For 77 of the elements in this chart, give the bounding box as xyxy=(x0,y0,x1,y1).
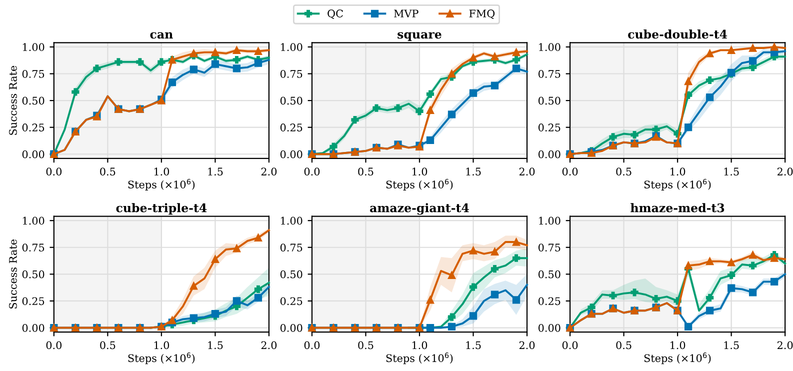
chart-title: cube-double-t4 xyxy=(628,30,728,39)
x-tick-label: 0.0 xyxy=(562,168,578,176)
x-tick-label: 1.5 xyxy=(724,341,739,350)
x-tick-label: 0.5 xyxy=(616,341,632,350)
x-tick-label: 1.5 xyxy=(208,341,223,350)
chart-title: square xyxy=(398,32,442,41)
x-tick-label: 1.0 xyxy=(412,341,428,350)
y-tick-label: 0.00 xyxy=(22,324,44,332)
x-tick-label: 0.5 xyxy=(358,341,374,350)
x-tick-label: 2.0 xyxy=(777,341,793,350)
x-axis-title: Steps (×10$^{6}$) xyxy=(128,178,195,190)
y-tick-label: 0.25 xyxy=(22,124,44,132)
y-tick-label: 1.00 xyxy=(281,43,302,52)
y-tick-label: 1.00 xyxy=(539,216,560,225)
x-tick-label: 0.5 xyxy=(616,168,632,176)
legend-label: QC xyxy=(328,10,343,19)
chart-title: can xyxy=(150,32,173,39)
y-tick-label: 0.50 xyxy=(22,96,44,105)
chart-title: cube-triple-t4 xyxy=(116,203,207,215)
legend-label: FMQ xyxy=(469,10,495,19)
x-tick-label: 2.0 xyxy=(519,168,535,176)
x-tick-label: 1.5 xyxy=(466,341,481,350)
x-tick-label: 2.0 xyxy=(519,341,535,350)
y-tick-label: 0.00 xyxy=(538,324,560,332)
chart-title: amaze-giant-t4 xyxy=(370,203,469,215)
x-tick-label: 0.0 xyxy=(304,341,320,350)
x-axis-title: Steps (×10$^{6}$) xyxy=(644,178,711,190)
y-tick-label: 0.25 xyxy=(538,297,560,306)
x-tick-label: 1.0 xyxy=(412,168,428,176)
y-tick-label: 0.25 xyxy=(538,124,560,132)
y-tick-label: 0.75 xyxy=(22,244,44,252)
y-tick-label: 0.25 xyxy=(280,124,302,132)
x-axis-title: Steps (×10$^{6}$) xyxy=(386,352,453,364)
y-tick-label: 0.50 xyxy=(280,270,302,278)
y-tick-label: 0.75 xyxy=(538,70,560,78)
x-tick-label: 1.0 xyxy=(154,168,170,176)
y-tick-label: 0.00 xyxy=(280,150,302,158)
y-tick-label: 0.00 xyxy=(280,324,302,332)
y-tick-label: 0.50 xyxy=(280,96,302,105)
y-tick-label: 0.00 xyxy=(22,150,44,158)
x-axis-title: Steps (×10$^{6}$) xyxy=(386,178,453,190)
x-tick-label: 1.0 xyxy=(670,168,686,176)
x-tick-label: 0.5 xyxy=(100,168,116,176)
x-tick-label: 2.0 xyxy=(261,168,277,176)
x-tick-label: 0.0 xyxy=(46,341,62,350)
y-tick-label: 1.00 xyxy=(281,216,302,225)
x-tick-label: 2.0 xyxy=(261,341,277,350)
y-tick-label: 0.25 xyxy=(22,297,44,306)
y-tick-label: 0.25 xyxy=(280,297,302,306)
x-tick-label: 1.5 xyxy=(724,168,739,176)
x-axis-title: Steps (×10$^{6}$) xyxy=(644,352,711,364)
chart-title: hmaze-med-t3 xyxy=(630,203,724,212)
y-tick-label: 1.00 xyxy=(22,43,44,52)
legend-label: MVP xyxy=(394,10,418,18)
y-tick-label: 0.00 xyxy=(538,150,560,158)
x-tick-label: 1.0 xyxy=(670,341,686,350)
y-axis-title: Success Rate xyxy=(9,240,17,308)
y-tick-label: 1.00 xyxy=(539,43,560,52)
x-tick-label: 0.5 xyxy=(100,341,116,350)
y-tick-label: 0.75 xyxy=(538,244,560,252)
x-tick-label: 0.5 xyxy=(358,168,374,176)
y-axis-title: Success Rate xyxy=(9,66,17,135)
y-tick-label: 0.75 xyxy=(22,70,44,78)
y-tick-label: 0.50 xyxy=(538,96,560,105)
y-tick-label: 0.50 xyxy=(22,270,44,278)
x-tick-label: 1.0 xyxy=(154,341,170,350)
x-tick-label: 0.0 xyxy=(304,168,320,176)
y-tick-label: 0.50 xyxy=(538,270,560,278)
x-tick-label: 1.5 xyxy=(208,168,223,176)
x-tick-label: 1.5 xyxy=(466,168,481,176)
y-tick-label: 1.00 xyxy=(22,216,44,225)
x-axis-title: Steps (×10$^{6}$) xyxy=(128,352,195,364)
y-tick-label: 0.75 xyxy=(280,244,302,252)
x-tick-label: 0.0 xyxy=(46,168,62,176)
y-tick-label: 0.75 xyxy=(280,70,302,78)
x-tick-label: 0.0 xyxy=(562,341,578,350)
x-tick-label: 2.0 xyxy=(777,168,793,176)
